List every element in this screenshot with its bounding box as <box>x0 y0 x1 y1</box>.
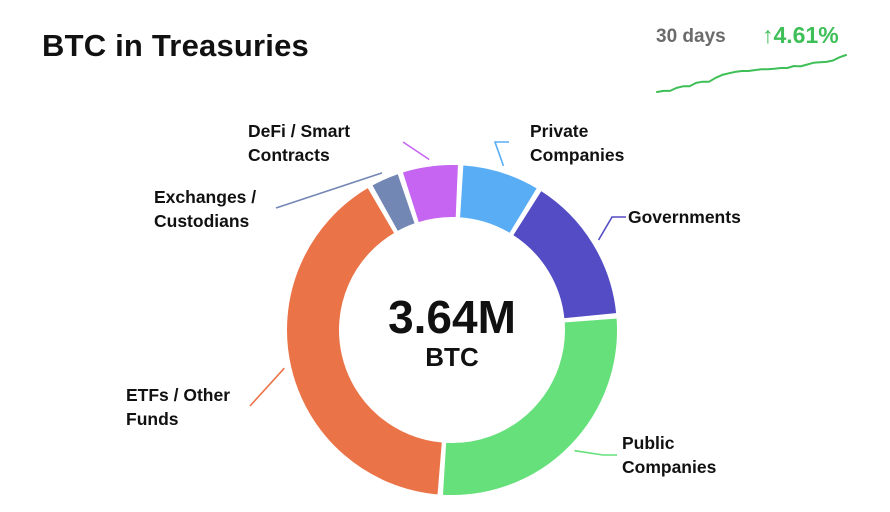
slice-etfs-other-funds <box>285 185 444 497</box>
leader-line-private-companies <box>493 141 509 167</box>
sparkline-series <box>656 54 847 93</box>
label-exchanges-custodians: Exchanges / Custodians <box>154 187 256 231</box>
slice-public-companies <box>440 316 619 497</box>
chart-title: BTC in Treasuries <box>42 28 309 63</box>
label-etfs-other-funds: ETFs / Other Funds <box>126 385 230 429</box>
center-unit-label: BTC <box>425 342 479 372</box>
slice-labels: Private Companies Governments Public Compani… <box>126 121 741 477</box>
leader-line-public-companies <box>574 449 617 456</box>
leader-line-exchanges-custodians <box>275 172 383 209</box>
leader-line-etfs-other-funds <box>249 367 285 407</box>
change-percent: ↑4.61% <box>762 22 839 48</box>
donut-segments <box>285 163 619 497</box>
slice-governments <box>511 188 619 321</box>
leader-line-governments <box>597 216 626 241</box>
center-total-value: 3.64M <box>388 291 516 343</box>
label-private-companies: Private Companies <box>530 121 625 165</box>
label-leader-lines <box>249 141 626 456</box>
sparkline <box>656 54 847 93</box>
slice-exchanges-custodians <box>370 171 417 234</box>
leader-line-defi-smart-contracts <box>402 141 430 161</box>
period-label: 30 days <box>656 26 726 47</box>
label-defi-smart-contracts: DeFi / Smart Contracts <box>248 121 350 165</box>
slice-private-companies <box>458 163 539 236</box>
label-governments: Governments <box>628 207 741 227</box>
label-public-companies: Public Companies <box>622 433 717 477</box>
slice-defi-smart-contracts <box>400 163 460 225</box>
